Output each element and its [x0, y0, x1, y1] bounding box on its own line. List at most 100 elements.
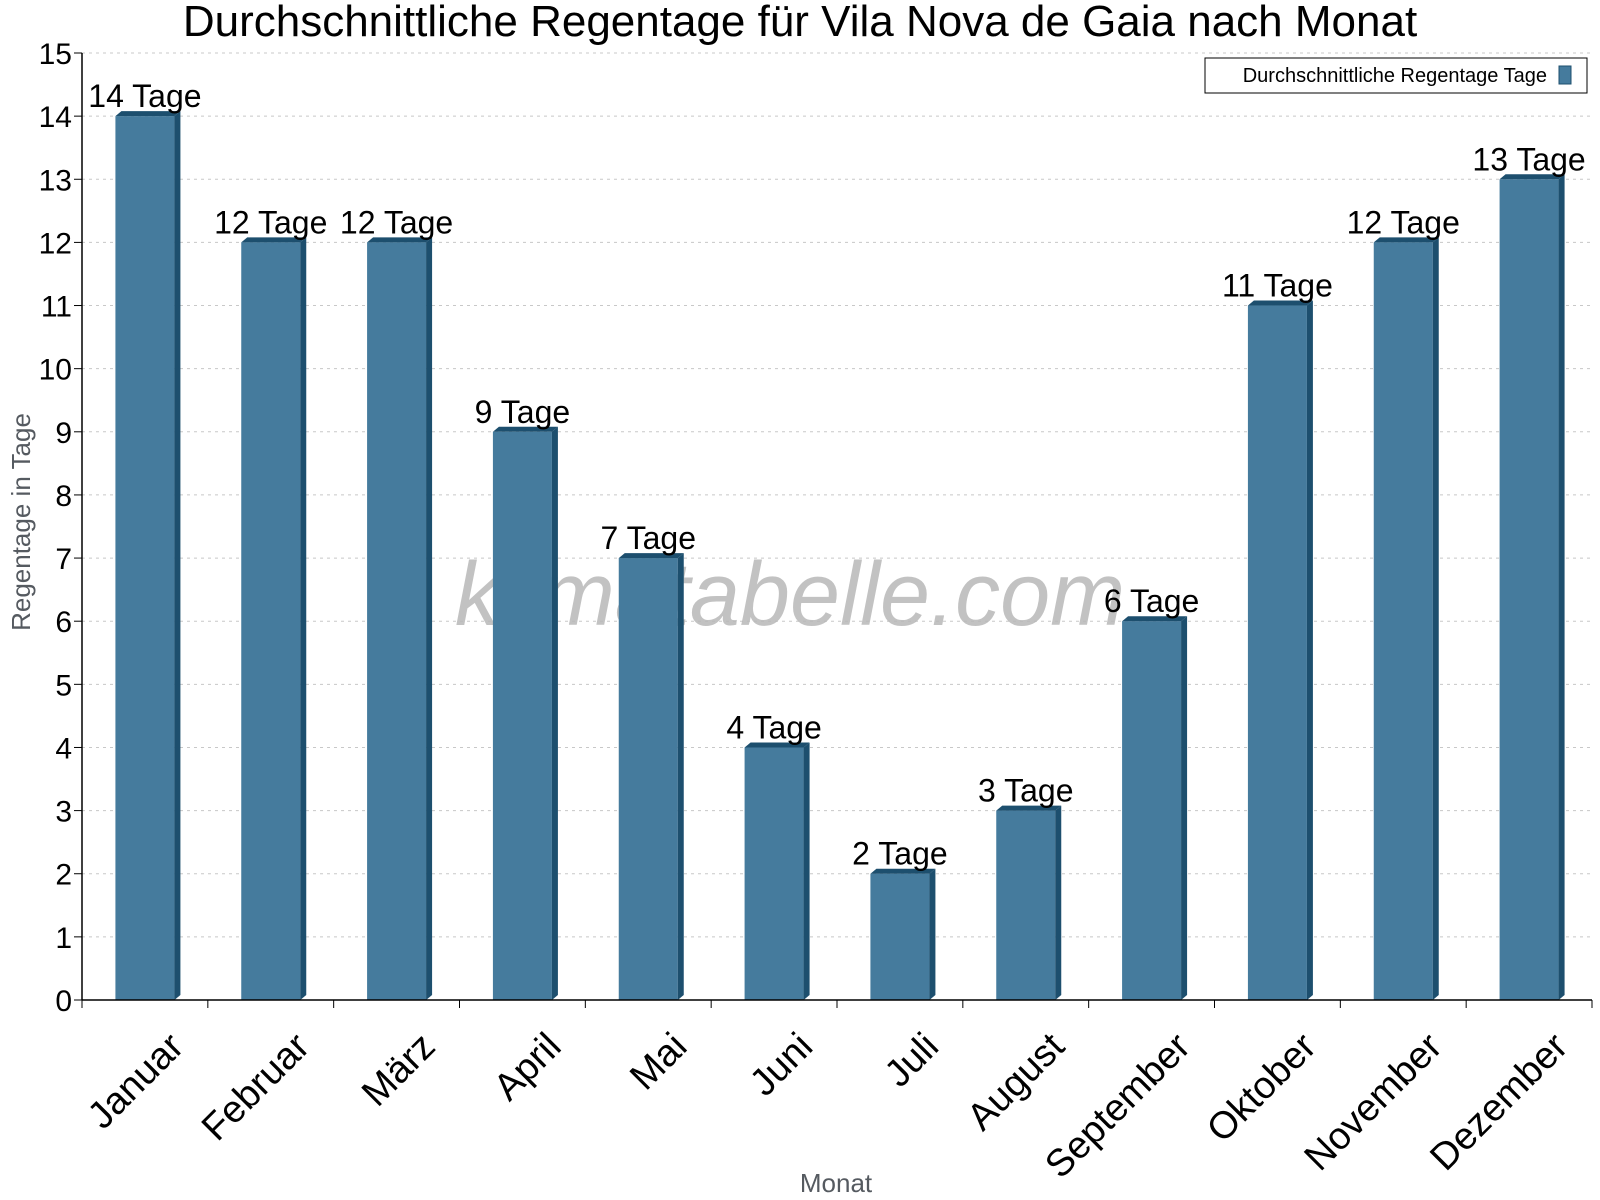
bar-side [426, 237, 433, 1000]
bar-9 [1122, 616, 1188, 1000]
y-tick-label: 8 [55, 480, 72, 513]
grid [82, 52, 1592, 938]
data-label: 12 Tage [1347, 204, 1460, 240]
bar-top [1499, 174, 1565, 180]
x-tick-label: Oktober [1199, 1025, 1325, 1151]
bar-side [300, 237, 307, 1000]
bar-side [803, 742, 810, 1000]
bar-side [929, 868, 936, 1000]
y-tick-label: 4 [55, 732, 72, 765]
bar-side [551, 426, 558, 1000]
bar-face [870, 873, 930, 1000]
y-tick-label: 2 [55, 859, 72, 892]
bar-face [744, 747, 804, 1000]
data-label: 14 Tage [88, 78, 201, 114]
x-tick-label: Juli [877, 1025, 947, 1095]
bar-top [744, 742, 810, 748]
y-tick-label: 15 [39, 38, 72, 71]
bar-top [241, 237, 307, 243]
bar-face [492, 431, 552, 1000]
data-label: 7 Tage [601, 520, 697, 556]
y-tick-label: 3 [55, 796, 72, 829]
bar-face [1122, 621, 1182, 1000]
x-tick-label: November [1297, 1025, 1451, 1179]
legend-box [1204, 57, 1588, 94]
bar-face [241, 242, 301, 1000]
legend-swatch [1558, 65, 1572, 85]
legend: Durchschnittliche Regentage Tage [1204, 57, 1588, 94]
y-tick-label: 5 [55, 669, 72, 702]
bar-3 [367, 237, 433, 1000]
bar-face [618, 558, 678, 1000]
bar-side [174, 111, 181, 1001]
x-tick-label: März [354, 1025, 443, 1114]
x-ticks: Januar Februar März April Mai Juni Juli AugustS… [80, 1000, 1593, 1186]
data-label: 6 Tage [1104, 583, 1200, 619]
y-tick-label: 7 [55, 543, 72, 576]
x-tick-label: August [959, 1025, 1073, 1139]
bars [115, 111, 1565, 1001]
legend-entry-label: Durchschnittliche Regentage Tage [1243, 65, 1547, 87]
data-label: 13 Tage [1472, 141, 1585, 177]
data-label: 12 Tage [340, 204, 453, 240]
bar-top [115, 111, 181, 117]
bar-11 [1373, 237, 1439, 1000]
chart-title: Durchschnittliche Regentage für Vila Nov… [183, 0, 1417, 46]
bar-top [492, 426, 558, 432]
bar-top [1247, 300, 1313, 306]
y-tick-label: 14 [39, 101, 72, 134]
y-tick-label: 6 [55, 606, 72, 639]
bar-12 [1499, 174, 1565, 1000]
y-tick-label: 10 [39, 354, 72, 387]
bar-4 [492, 426, 558, 1000]
axes [81, 53, 1592, 1001]
data-labels: 14 Tage 12 Tage 12 Tage 9 Tage 7 Tage 4 Tage 2… [88, 78, 1585, 872]
bar-face [367, 242, 427, 1000]
y-tick-label: 13 [39, 164, 72, 197]
bar-top [1373, 237, 1439, 243]
x-tick-label: Dezember [1422, 1025, 1576, 1179]
bar-5 [618, 553, 684, 1000]
x-tick-label: Mai [622, 1025, 695, 1098]
bar-top [367, 237, 433, 243]
data-label: 12 Tage [214, 204, 327, 240]
bar-6 [744, 742, 810, 1000]
bar-side [1306, 300, 1313, 1000]
bar-10 [1247, 300, 1313, 1000]
bar-top [1122, 616, 1188, 622]
bar-face [115, 116, 175, 1001]
y-tick-label: 12 [39, 227, 72, 260]
bar-side [677, 553, 684, 1000]
data-label: 4 Tage [726, 709, 822, 745]
bar-side [1558, 174, 1565, 1000]
bar-7 [870, 868, 936, 1000]
bar-2 [241, 237, 307, 1000]
x-tick-label: Juni [742, 1025, 821, 1104]
bar-face [1373, 242, 1433, 1000]
bar-top [618, 553, 684, 559]
bar-1 [115, 111, 181, 1001]
y-tick-label: 0 [55, 985, 72, 1018]
data-label: 11 Tage [1222, 268, 1333, 304]
x-tick-label: Januar [80, 1025, 192, 1137]
watermark: klimatabelle.com [455, 545, 1125, 645]
y-tick-label: 9 [55, 417, 72, 450]
y-tick-label: 1 [55, 922, 72, 955]
bar-face [1247, 305, 1307, 1000]
bar-top [996, 805, 1062, 811]
data-label: 9 Tage [475, 394, 571, 430]
x-axis-label: Monat [800, 1168, 873, 1198]
bar-side [1432, 237, 1439, 1000]
bar-top [870, 868, 936, 874]
bar-face [996, 810, 1056, 1000]
bar-side [1181, 616, 1188, 1000]
bar-8 [996, 805, 1062, 1000]
data-label: 2 Tage [852, 836, 948, 872]
data-label: 3 Tage [978, 773, 1074, 809]
bar-face [1499, 179, 1559, 1000]
bar-side [1055, 805, 1062, 1000]
y-axis-label: Regentage in Tage [6, 413, 36, 631]
